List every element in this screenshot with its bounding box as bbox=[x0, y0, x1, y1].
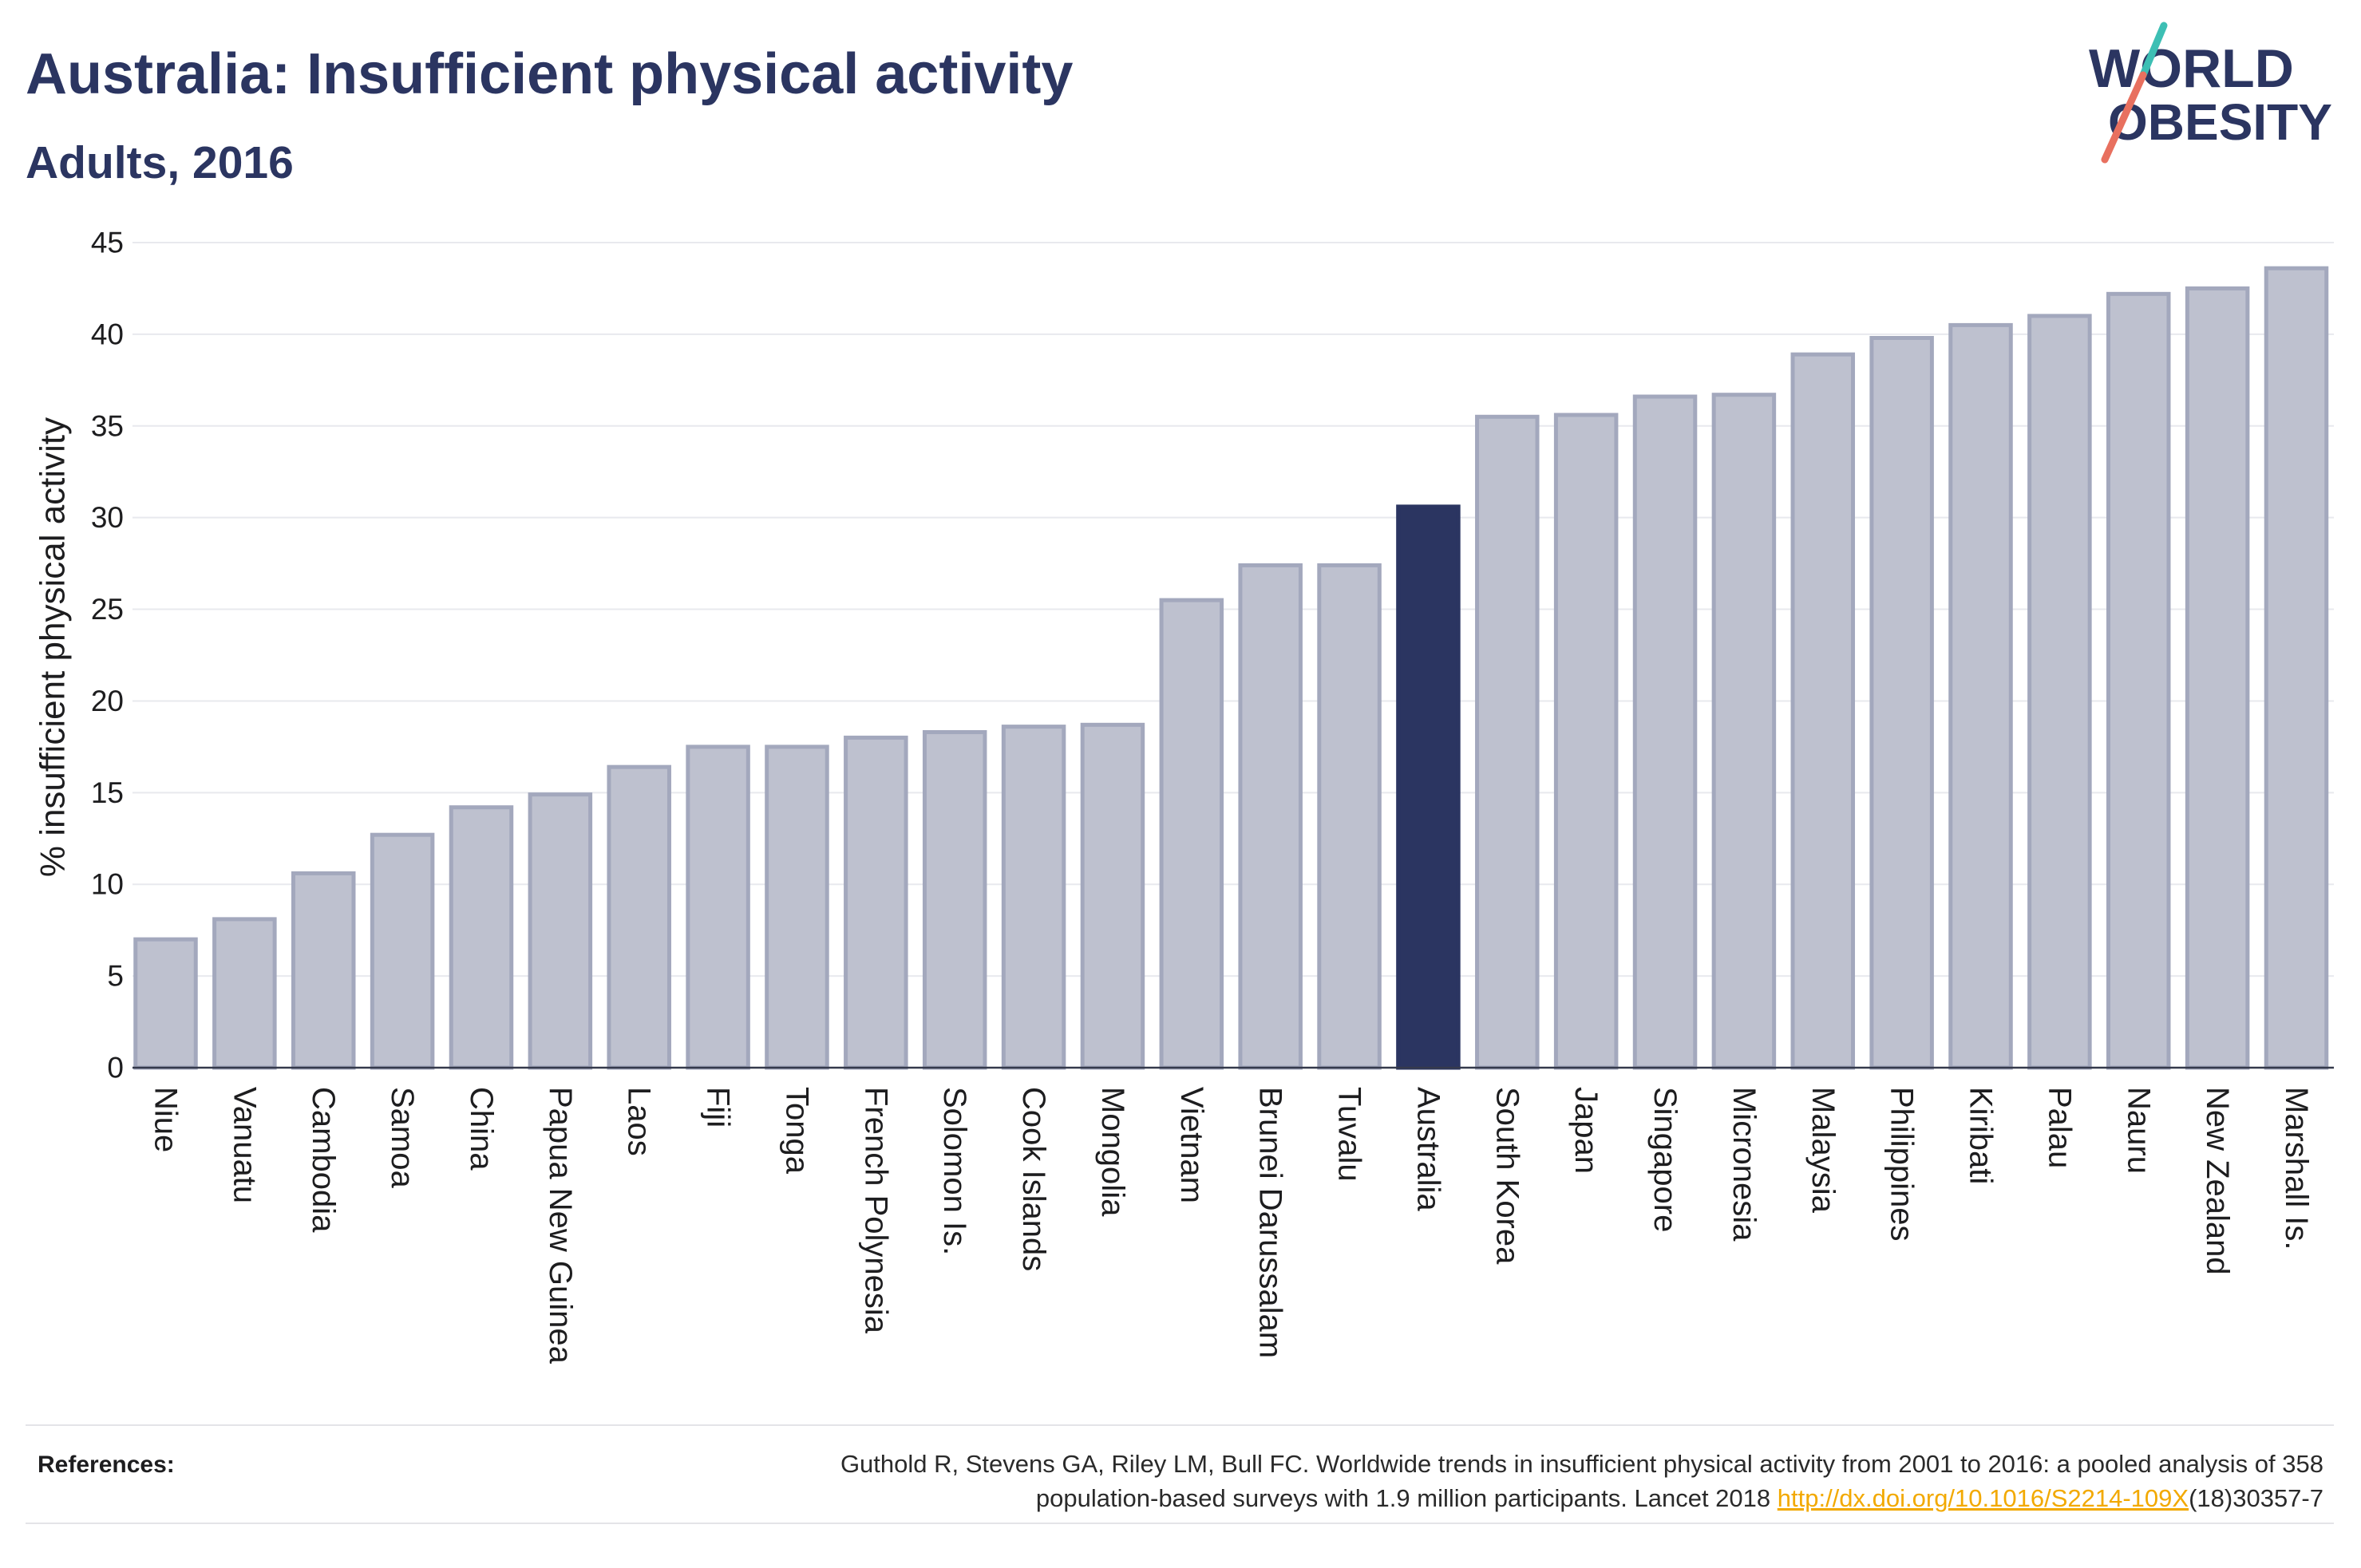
bar-laos bbox=[607, 764, 671, 1070]
x-tick-label-brunei-darussalam: Brunei Darussalam bbox=[1253, 1087, 1288, 1358]
x-tick-label-nauru: Nauru bbox=[2121, 1087, 2156, 1174]
bar-singapore bbox=[1632, 394, 1698, 1070]
bar-cambodia bbox=[291, 871, 356, 1070]
reference-text-line2-suffix: (18)30357-7 bbox=[2189, 1484, 2323, 1512]
y-axis-title: % insufficient physical activity bbox=[34, 417, 73, 877]
reference-text-line1: Guthold R, Stevens GA, Riley LM, Bull FC… bbox=[840, 1450, 2323, 1478]
x-tick-label-south-korea: South Korea bbox=[1489, 1087, 1525, 1265]
bar-tuvalu bbox=[1317, 563, 1382, 1070]
y-tick-label-5: 5 bbox=[107, 960, 124, 993]
bar-papua-new-guinea bbox=[528, 792, 593, 1070]
references-label: References: bbox=[38, 1451, 175, 1478]
x-tick-label-tuvalu: Tuvalu bbox=[1332, 1087, 1367, 1182]
x-tick-label-palau: Palau bbox=[2042, 1087, 2077, 1168]
world-obesity-logo: WORLD OBESITY bbox=[2089, 22, 2332, 164]
x-tick-label-malaysia: Malaysia bbox=[1805, 1087, 1841, 1214]
y-tick-label-45: 45 bbox=[91, 227, 124, 259]
bar-mongolia bbox=[1080, 722, 1145, 1070]
logo-word-obesity: OBESITY bbox=[2108, 93, 2332, 151]
x-tick-label-philippines: Philippines bbox=[1884, 1087, 1920, 1241]
bar-micronesia bbox=[1711, 393, 1777, 1070]
logo-word-world: WORLD bbox=[2089, 38, 2294, 99]
x-tick-label-singapore: Singapore bbox=[1647, 1087, 1683, 1232]
bar-french-polynesia bbox=[844, 735, 908, 1070]
bar-vietnam bbox=[1159, 598, 1224, 1070]
x-tick-label-vanuatu: Vanuatu bbox=[227, 1087, 262, 1203]
x-tick-label-vietnam: Vietnam bbox=[1174, 1087, 1209, 1203]
logo-slash-teal bbox=[2139, 22, 2168, 79]
x-tick-label-fiji: Fiji bbox=[701, 1087, 736, 1128]
x-tick-label-micronesia: Micronesia bbox=[1726, 1087, 1762, 1242]
y-tick-label-30: 30 bbox=[91, 501, 124, 534]
bar-australia bbox=[1396, 504, 1461, 1070]
x-tick-label-laos: Laos bbox=[622, 1087, 657, 1156]
y-tick-label-15: 15 bbox=[91, 776, 124, 809]
x-tick-label-solomon-is: Solomon Is. bbox=[937, 1087, 972, 1255]
x-tick-label-mongolia: Mongolia bbox=[1095, 1087, 1130, 1217]
x-tick-label-tonga: Tonga bbox=[779, 1087, 814, 1175]
bar-fiji bbox=[686, 745, 750, 1070]
x-tick-label-samoa: Samoa bbox=[385, 1087, 420, 1188]
y-tick-label-0: 0 bbox=[107, 1052, 124, 1084]
x-tick-label-new-zealand: New Zealand bbox=[2200, 1087, 2235, 1275]
x-tick-label-china: China bbox=[464, 1087, 499, 1171]
references-section: References: Guthold R, Stevens GA, Riley… bbox=[26, 1424, 2334, 1524]
bar-japan bbox=[1553, 413, 1619, 1070]
x-tick-label-kiribati: Kiribati bbox=[1964, 1087, 1999, 1184]
bar-cook-islands bbox=[1001, 725, 1066, 1070]
y-tick-label-35: 35 bbox=[91, 409, 124, 442]
bar-philippines bbox=[1869, 335, 1934, 1070]
bar-niue bbox=[133, 937, 198, 1070]
x-tick-label-japan: Japan bbox=[1568, 1087, 1604, 1174]
x-tick-label-cambodia: Cambodia bbox=[306, 1087, 341, 1233]
bar-china bbox=[449, 805, 514, 1070]
y-tick-label-10: 10 bbox=[91, 868, 124, 901]
bar-kiribati bbox=[1948, 322, 2013, 1070]
reference-text-line2-prefix: population-based surveys with 1.9 millio… bbox=[1036, 1484, 1778, 1512]
bar-tonga bbox=[765, 745, 829, 1070]
y-tick-label-40: 40 bbox=[91, 318, 124, 350]
bar-marshall-is bbox=[2264, 266, 2329, 1070]
reference-doi-link[interactable]: http://dx.doi.org/10.1016/S2214-109X bbox=[1778, 1484, 2189, 1512]
bar-samoa bbox=[370, 832, 435, 1070]
chart-subtitle: Adults, 2016 bbox=[26, 137, 294, 188]
bar-malaysia bbox=[1790, 352, 1856, 1070]
logo-slash-coral bbox=[2101, 71, 2147, 164]
y-axis-tick-labels: 0 5 10 15 20 25 30 35 40 45 bbox=[91, 227, 124, 1084]
chart-title: Australia: Insufficient physical activit… bbox=[26, 42, 1073, 106]
x-tick-label-marshall-is: Marshall Is. bbox=[2279, 1087, 2314, 1250]
bar-new-zealand bbox=[2185, 286, 2250, 1070]
x-tick-label-french-polynesia: French Polynesia bbox=[858, 1087, 893, 1334]
y-tick-label-20: 20 bbox=[91, 685, 124, 717]
bar-nauru bbox=[2106, 291, 2171, 1070]
x-tick-label-niue: Niue bbox=[148, 1087, 184, 1152]
x-tick-label-australia: Australia bbox=[1410, 1087, 1445, 1211]
bar-brunei-darussalam bbox=[1238, 563, 1303, 1070]
bars bbox=[133, 266, 2329, 1070]
x-tick-label-cook-islands: Cook Islands bbox=[1016, 1087, 1051, 1271]
x-tick-label-papua-new-guinea: Papua New Guinea bbox=[543, 1087, 578, 1365]
y-tick-label-25: 25 bbox=[91, 593, 124, 626]
bar-vanuatu bbox=[212, 917, 277, 1070]
x-axis-tick-labels: Niue Vanuatu Cambodia Samoa China Papua New G… bbox=[148, 1087, 2314, 1365]
bar-palau bbox=[2027, 314, 2092, 1070]
bar-south-korea bbox=[1475, 414, 1540, 1070]
bar-solomon-is bbox=[922, 730, 987, 1070]
reference-text-line2: population-based surveys with 1.9 millio… bbox=[1036, 1484, 2323, 1512]
